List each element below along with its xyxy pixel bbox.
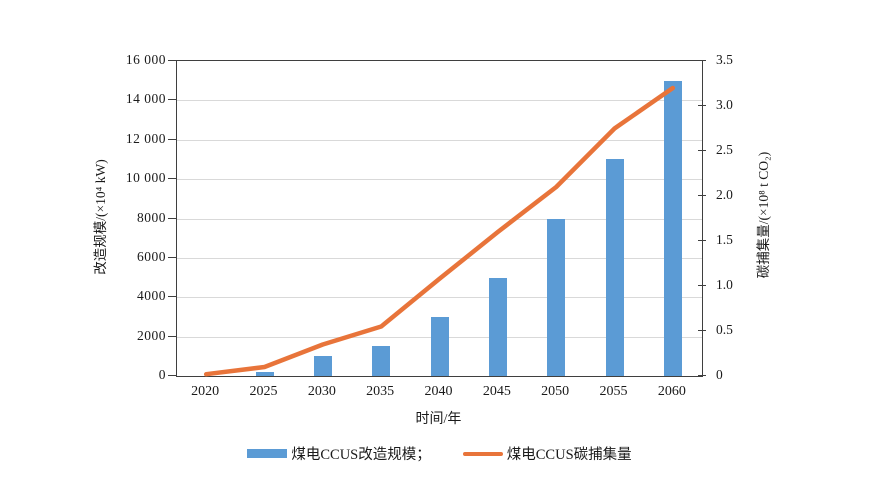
right-tick-mark [698,375,706,376]
left-axis-title: 改造规模/(×10⁴ kW) [93,159,108,275]
right-tick-mark [698,150,706,151]
x-tick-label-2030: 2030 [307,384,336,399]
left-tick-label: 14 000 [125,91,166,107]
left-tick-mark [168,256,176,258]
left-tick-label: 16 000 [125,52,166,67]
left-tick-label: 12 000 [125,130,166,146]
right-tick-mark [698,240,706,241]
right-tick-label: 3.0 [716,97,733,112]
right-axis-title: 碳捕集量/(×10⁸ t CO₂) [756,151,771,279]
left-tick-label: 10 000 [125,170,166,186]
right-tick-label: 1.0 [716,277,733,292]
right-tick-label: 2.5 [716,142,733,157]
x-tick-label-2050: 2050 [541,384,570,399]
gridline [177,257,702,259]
left-tick-mark [168,335,176,337]
left-tick-mark [168,178,176,180]
left-tick-mark [168,138,176,140]
left-tick-label: 0 [158,367,166,382]
left-tick-mark [168,60,176,61]
left-tick-mark [168,217,176,219]
bar-2055 [605,159,624,376]
bar-2025 [255,372,274,376]
right-tick-label: 1.5 [716,232,733,247]
gridline [177,139,702,141]
right-tick-label: 0 [716,367,723,382]
gridline [177,297,702,299]
line-path [203,85,676,377]
x-tick-label-2040: 2040 [424,384,453,399]
x-tick-label-2035: 2035 [366,384,395,399]
left-tick-label: 2000 [137,327,166,343]
left-tick-mark [168,99,176,101]
bar-swatch-icon [247,449,288,458]
capture-line-series [203,85,676,377]
legend-item-line: 煤电CCUS碳捕集量 [462,443,632,464]
right-tick-mark [698,285,706,286]
x-tick-label-2055: 2055 [599,384,628,399]
right-tick-mark [698,195,706,196]
x-tick-label-2020: 2020 [191,384,220,399]
x-tick-label-2060: 2060 [657,384,686,399]
right-tick-mark [698,105,706,106]
gridline [177,218,702,220]
bar-2040 [430,316,449,376]
x-axis-title: 时间/年 [415,412,462,427]
left-tick-mark [168,375,176,376]
legend-bar-label: 煤电CCUS改造规模； [291,447,431,463]
right-tick-mark [698,60,706,61]
right-tick-label: 2.0 [716,187,733,202]
left-tick-mark [168,296,176,298]
gridline [177,179,702,181]
bar-2060 [663,80,682,376]
bar-2035 [372,346,391,376]
bar-2045 [488,277,507,376]
line-swatch-icon [462,451,503,456]
right-tick-label: 3.5 [716,52,733,67]
plot-area [176,60,703,377]
left-tick-label: 4000 [137,288,166,304]
left-tick-label: 8000 [137,209,166,225]
bar-2030 [313,356,332,376]
gridline [177,100,702,102]
bar-2050 [547,218,566,376]
x-tick-label-2025: 2025 [249,384,278,399]
left-tick-label: 6000 [137,248,166,264]
legend-line-label: 煤电CCUS碳捕集量 [506,447,632,463]
right-tick-label: 0.5 [716,322,733,337]
legend: 煤电CCUS改造规模； 煤电CCUS碳捕集量 [0,443,879,464]
right-tick-mark [698,330,706,331]
legend-item-bar: 煤电CCUS改造规模； [247,443,431,464]
x-tick-label-2045: 2045 [482,384,511,399]
